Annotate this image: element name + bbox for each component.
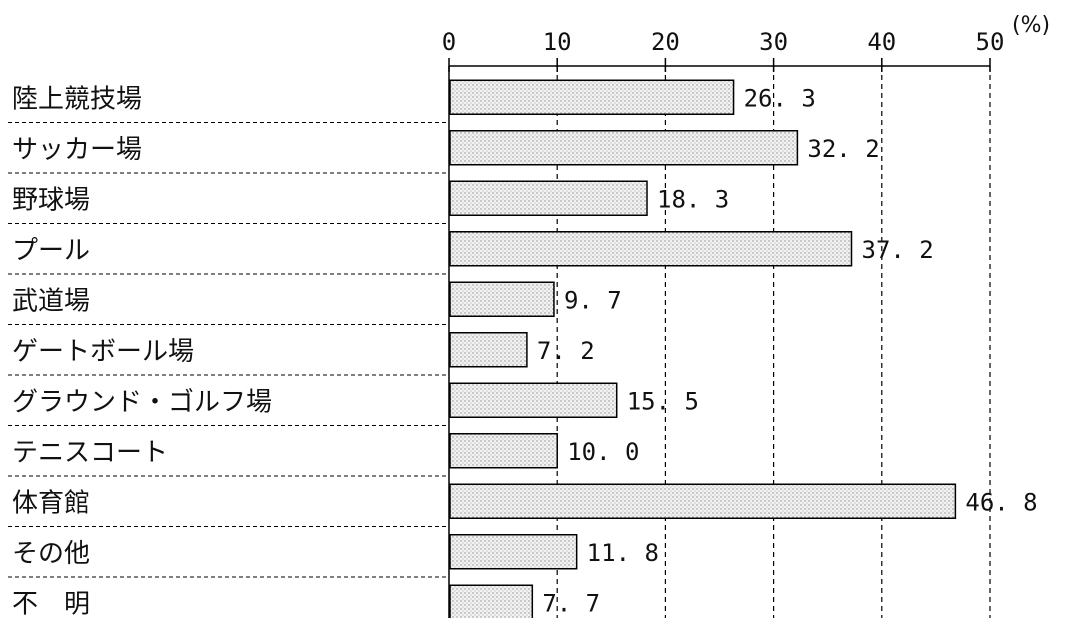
bar: [449, 332, 528, 368]
bar: [449, 180, 648, 216]
category-label: グラウンド・ゴルフ場: [12, 387, 272, 417]
category-label: 不 明: [12, 589, 90, 618]
x-tick-label: 20: [651, 28, 680, 56]
labels: 0 10 20 30 40 50 陸上競技場 26. 3 サッカー場 32. 2 野球場 18. 3 プ…: [12, 28, 1038, 618]
bar: [449, 231, 853, 267]
category-label: プール: [12, 236, 90, 266]
unit-label: (%): [1012, 13, 1050, 38]
x-tick-label: 50: [976, 28, 1005, 56]
category-label: その他: [12, 539, 90, 569]
x-tick-label: 10: [543, 28, 572, 56]
data-label: 7. 2: [537, 337, 595, 365]
data-label: 32. 2: [807, 135, 879, 163]
bar: [449, 130, 799, 166]
x-tick-label: 0: [442, 28, 456, 56]
data-label: 10. 0: [567, 438, 639, 466]
category-label: テニスコート: [12, 438, 168, 468]
bar: [449, 382, 618, 418]
data-label: 7. 7: [542, 589, 600, 617]
bar: [449, 584, 534, 618]
category-label: ゲートボール場: [12, 337, 194, 367]
row-separators: [8, 122, 449, 578]
category-label: 野球場: [12, 185, 90, 215]
data-label: 9. 7: [564, 286, 622, 314]
category-label: 武道場: [12, 286, 90, 316]
data-label: 15. 5: [627, 387, 699, 415]
data-label: 18. 3: [657, 185, 729, 213]
data-label: 11. 8: [587, 539, 659, 567]
data-label: 26. 3: [744, 84, 816, 112]
data-label: 46. 8: [965, 488, 1037, 516]
bar: [449, 79, 735, 115]
category-label: サッカー場: [12, 135, 142, 165]
category-label: 陸上競技場: [12, 84, 142, 114]
x-tick-label: 30: [759, 28, 788, 56]
category-label: 体育館: [12, 488, 90, 518]
bar: [449, 483, 957, 519]
bars: [449, 79, 957, 618]
bar: [449, 433, 558, 469]
bar: [449, 534, 578, 570]
bar: [449, 281, 555, 317]
x-tick-label: 40: [867, 28, 896, 56]
data-label: 37. 2: [862, 236, 934, 264]
